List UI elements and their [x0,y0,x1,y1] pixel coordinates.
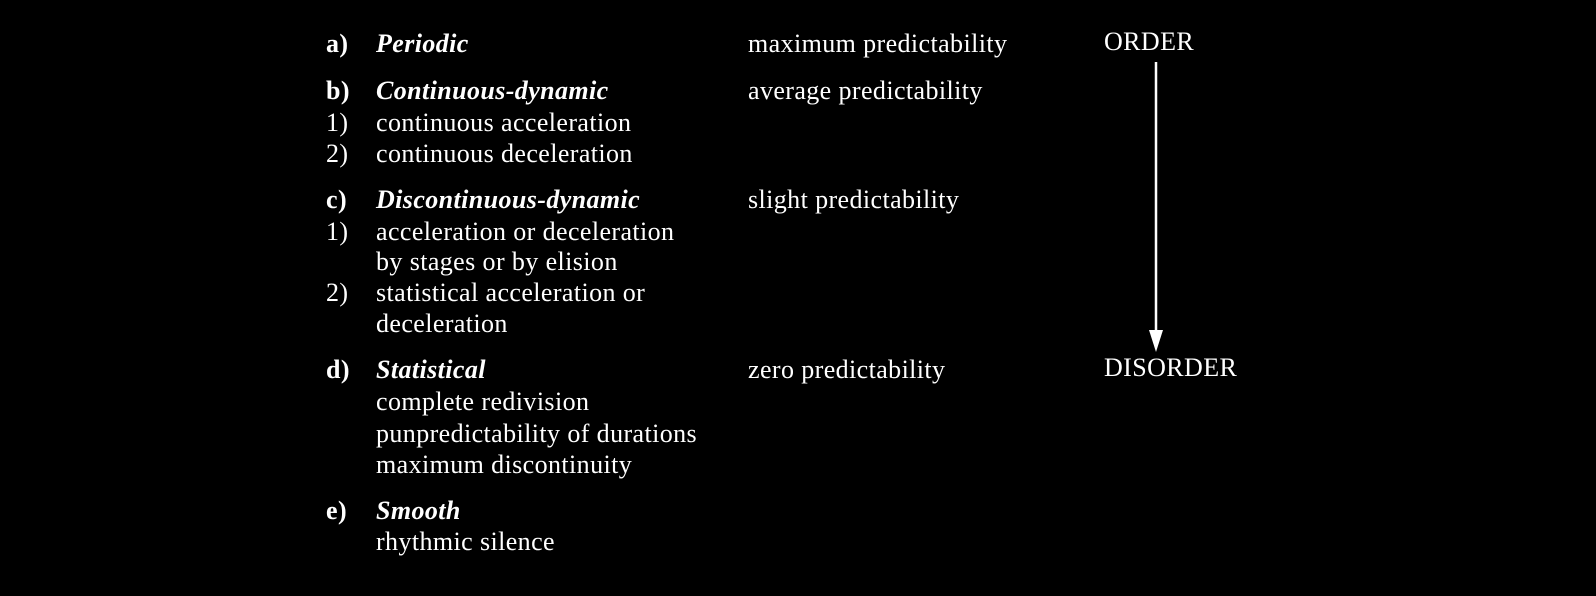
c2-text2: deceleration [376,309,508,338]
b-label: b) [326,76,350,105]
d-predictability: zero predictability [748,355,946,384]
e-title: Smooth [376,496,461,525]
c1-text2: by stages or by elision [376,247,618,276]
c2-label: 2) [326,278,349,307]
d-line-2: punpredictability of durations [376,419,698,448]
order-label: ORDER [1104,27,1195,56]
c1-label: 1) [326,217,349,246]
b2-label: 2) [326,139,349,168]
d-line-1: complete redivision [376,387,590,416]
disorder-label: DISORDER [1104,353,1238,382]
a-predictability: maximum predictability [748,29,1008,58]
d-title: Statistical [376,355,486,384]
c-predictability: slight predictability [748,185,960,214]
e-label: e) [326,496,347,525]
b1-text: continuous acceleration [376,108,632,137]
d-line-3: maximum discontinuity [376,450,633,479]
e-line-1: rhythmic silence [376,527,555,556]
b2-text: continuous deceleration [376,139,633,168]
b-predictability: average predictability [748,76,983,105]
c1-text: acceleration or deceleration [376,217,675,246]
a-title: Periodic [376,29,469,58]
order-to-disorder-arrow [1149,62,1163,352]
c2-text: statistical acceleration or [376,278,646,307]
d-label: d) [326,355,350,384]
a-label: a) [326,29,349,58]
c-label: c) [326,185,347,214]
c-title: Discontinuous-dynamic [376,185,641,214]
b-title: Continuous-dynamic [376,76,609,105]
b1-label: 1) [326,108,349,137]
